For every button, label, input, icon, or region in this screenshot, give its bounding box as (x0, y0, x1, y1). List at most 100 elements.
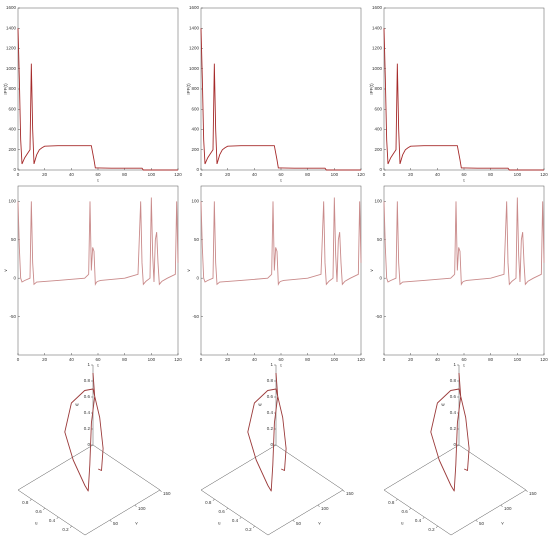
z-tick-label: 0.4 (267, 410, 274, 415)
z-tick-label: 1 (270, 362, 273, 367)
x-axis-label: t (463, 178, 465, 183)
y-tick-label: 1600 (6, 5, 17, 10)
y-tick (317, 504, 320, 508)
y-axis-label: v (501, 520, 504, 525)
data-line (383, 28, 544, 171)
y-tick-label: 100 (138, 506, 146, 511)
x-tick-label: 0 (383, 172, 386, 177)
y-tick-label: 150 (346, 491, 354, 496)
x-tick-label: 0.8 (205, 500, 212, 505)
y-axis-label: v (369, 269, 374, 272)
y-tick-label: 150 (529, 491, 537, 496)
y-tick-label: 200 (8, 147, 16, 152)
data-line (17, 197, 179, 286)
x-tick (69, 525, 72, 529)
x-tick-label: 60 (278, 172, 284, 177)
y-axis-label: v (135, 520, 138, 525)
y-tick-label: 50 (113, 521, 119, 526)
y-axis-label: v (186, 269, 191, 272)
x-tick-label: 0 (200, 172, 203, 177)
z-tick-label: 0.8 (84, 378, 91, 383)
y-tick-label: 50 (377, 237, 383, 242)
x-tick-label: 80 (488, 357, 494, 362)
data-line (200, 28, 361, 171)
x-tick-label: 0.2 (62, 527, 69, 532)
plot-frame (200, 7, 362, 171)
y-tick-label: 600 (191, 106, 199, 111)
y-tick-label: 800 (191, 86, 199, 91)
y-tick-label: 100 (191, 199, 199, 204)
z-tick-label: 0.6 (267, 394, 274, 399)
y-tick-label: 0 (13, 275, 16, 280)
z-tick-label: 0.6 (450, 394, 457, 399)
x-tick-label: 100 (514, 172, 522, 177)
x-tick-label: 20 (225, 357, 231, 362)
z-tick-label: 0 (270, 442, 273, 447)
x-tick (43, 507, 45, 511)
y-tick (342, 489, 345, 493)
y-tick-label: 400 (8, 127, 16, 132)
x-tick (56, 516, 59, 520)
x-tick (252, 525, 255, 529)
x-tick-label: 60 (95, 357, 101, 362)
y-tick-label: 200 (374, 147, 382, 152)
x-tick-label: 80 (122, 357, 128, 362)
x-tick-label: 20 (408, 172, 414, 177)
x-tick-label: 60 (278, 357, 284, 362)
y-axis-label: v (318, 520, 321, 525)
x-tick-label: 0 (17, 172, 20, 177)
x-axis-label: u (35, 520, 38, 525)
x-tick (409, 507, 411, 511)
data-line (17, 28, 178, 171)
x-tick-label: 20 (225, 172, 231, 177)
x-tick-label: 120 (174, 357, 182, 362)
x-axis-label: t (97, 178, 99, 183)
x-tick-label: 20 (42, 172, 48, 177)
plot-frame (17, 7, 179, 171)
y-tick-label: 400 (374, 127, 382, 132)
z-tick-label: 0.8 (267, 378, 274, 383)
y-tick-label: 1200 (372, 46, 383, 51)
y-tick-label: 100 (8, 199, 16, 204)
x-tick-label: 100 (331, 172, 339, 177)
y-tick-label: -50 (192, 314, 199, 319)
z-tick-label: 0.2 (450, 426, 457, 431)
x-tick-label: 40 (69, 172, 75, 177)
x-tick-label: 120 (357, 172, 365, 177)
x-tick (239, 516, 242, 520)
x-tick-label: 0.6 (219, 509, 226, 514)
x-tick-label: 80 (488, 172, 494, 177)
y-tick-label: -50 (375, 314, 382, 319)
y-tick (525, 489, 528, 493)
x-tick-label: 40 (435, 357, 441, 362)
y-tick (134, 504, 137, 508)
x-tick-label: 60 (461, 172, 467, 177)
x-tick-label: 120 (357, 357, 365, 362)
z-axis-label: w (75, 402, 79, 407)
x-tick-label: 0 (200, 357, 203, 362)
y-axis-label: IPF(t) (369, 83, 374, 95)
base-plane (383, 444, 527, 536)
y-tick-label: 1000 (189, 66, 200, 71)
y-tick-label: 800 (8, 86, 16, 91)
y-tick-label: 100 (504, 506, 512, 511)
y-tick-label: 100 (374, 199, 382, 204)
y-tick-label: 0 (196, 167, 199, 172)
x-tick-label: 0.6 (36, 509, 43, 514)
x-tick-label: 100 (514, 357, 522, 362)
y-axis-label: v (3, 269, 8, 272)
base-plane (17, 444, 161, 536)
y-tick-label: -50 (9, 314, 16, 319)
z-tick-label: 0.4 (84, 410, 91, 415)
x-tick-label: 80 (122, 172, 128, 177)
x-axis-label: u (401, 520, 404, 525)
z-tick-label: 0.4 (450, 410, 457, 415)
x-tick-label: 100 (148, 357, 156, 362)
z-tick-label: 1 (87, 362, 90, 367)
x-tick-label: 40 (252, 357, 258, 362)
x-tick-label: 0.6 (402, 509, 409, 514)
y-tick (109, 519, 112, 523)
y-tick-label: 1400 (189, 25, 200, 30)
y-tick-label: 600 (8, 106, 16, 111)
